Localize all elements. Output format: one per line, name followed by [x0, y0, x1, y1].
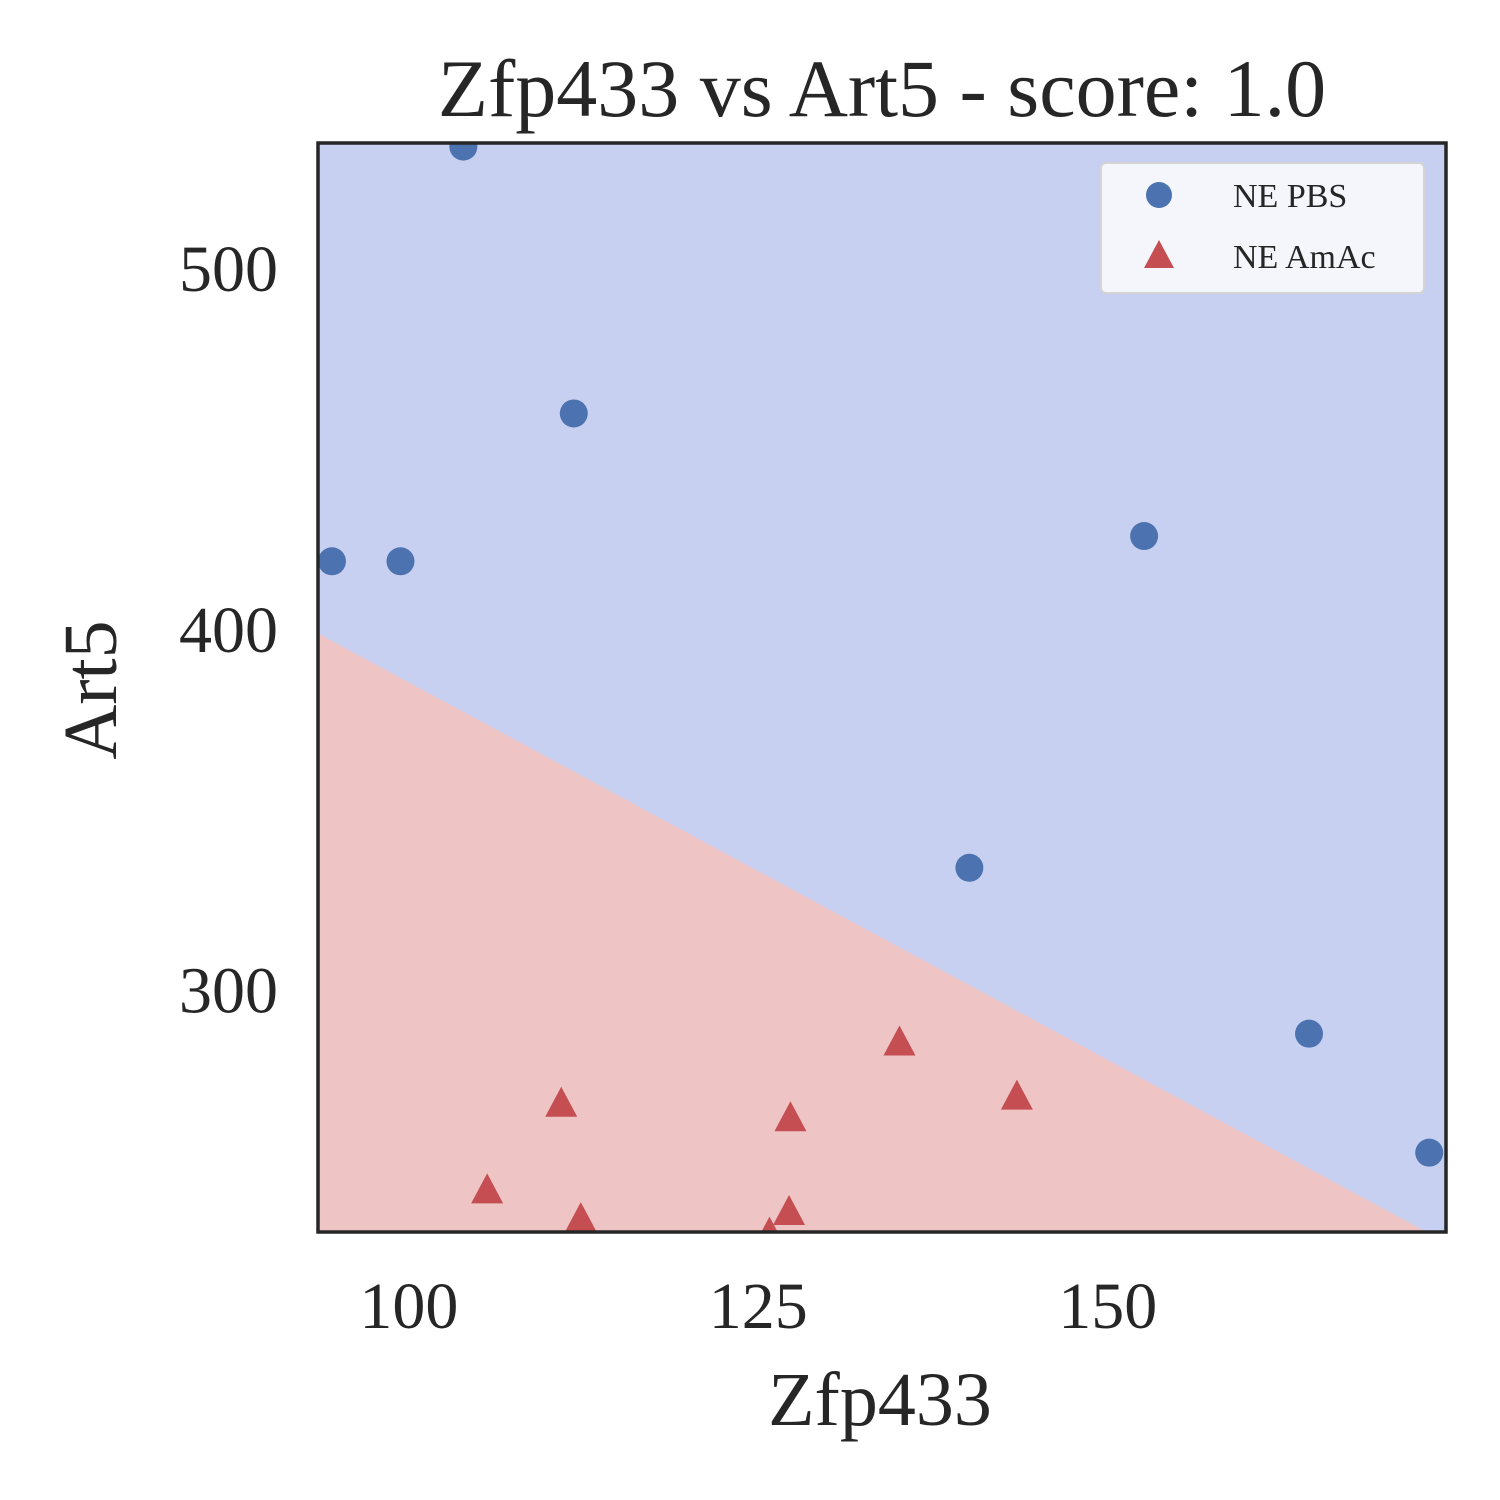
point-ne-amac-0 [545, 1086, 578, 1117]
legend-label-ne-pbs: NE PBS [1233, 178, 1347, 215]
chart-title: Zfp433 vs Art5 - score: 1.0 [438, 43, 1326, 134]
y-axis-label: Art5 [49, 620, 133, 759]
x-axis-label: Zfp433 [768, 1358, 992, 1442]
plot-frame [316, 141, 1448, 1234]
x-axis-ticks: 100 125 150 [359, 1270, 1157, 1343]
y-tick-label-300: 300 [179, 954, 278, 1027]
x-tick-label-150: 150 [1058, 1270, 1157, 1343]
point-ne-amac-4 [773, 1194, 806, 1225]
x-tick-label-100: 100 [359, 1270, 458, 1343]
point-ne-amac-3 [774, 1101, 807, 1132]
legend-label-ne-amac: NE AmAc [1233, 239, 1376, 276]
point-ne-amac-5 [761, 1216, 778, 1232]
point-ne-pbs-0 [449, 143, 478, 161]
y-tick-label-500: 500 [179, 233, 278, 306]
point-ne-pbs-2 [318, 547, 346, 576]
point-ne-amac-1 [471, 1173, 504, 1204]
data-points [318, 143, 1444, 1232]
point-ne-pbs-5 [955, 853, 984, 882]
point-ne-pbs-3 [386, 547, 415, 576]
point-ne-pbs-4 [1130, 522, 1159, 551]
point-ne-pbs-6 [1295, 1019, 1324, 1048]
point-ne-amac-7 [1000, 1079, 1033, 1110]
point-ne-amac-2 [564, 1202, 597, 1232]
y-tick-label-400: 400 [179, 594, 278, 667]
x-tick-label-125: 125 [709, 1270, 808, 1343]
point-ne-amac-6 [883, 1025, 916, 1056]
point-ne-pbs-7 [1415, 1138, 1444, 1167]
legend-marker-ne-amac [1144, 240, 1174, 268]
legend-marker-ne-pbs [1146, 182, 1172, 208]
region-lower [318, 633, 1427, 1232]
legend-box [1100, 162, 1425, 294]
point-ne-pbs-1 [559, 399, 588, 428]
plot-area [318, 143, 1446, 1232]
legend: NE PBS NE AmAc [1100, 162, 1425, 294]
y-axis-ticks: 300 400 500 [179, 233, 278, 1027]
